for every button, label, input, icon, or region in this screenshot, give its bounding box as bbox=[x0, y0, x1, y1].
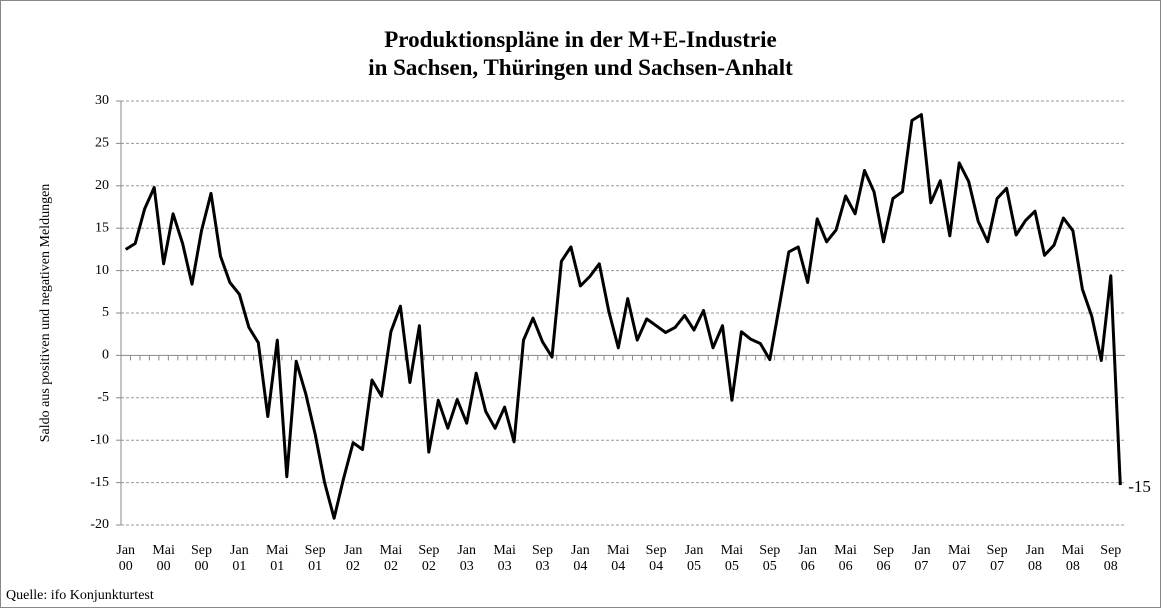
x-tick-label: Sep 06 bbox=[872, 543, 894, 574]
x-tick-label: Jan 00 bbox=[116, 543, 136, 574]
x-tick-label: Sep 08 bbox=[1100, 543, 1122, 574]
x-tick-label: Jan 01 bbox=[230, 543, 249, 574]
y-tick-label: -15 bbox=[90, 475, 109, 490]
x-tick-label: Mai 03 bbox=[493, 543, 516, 574]
x-tick-label: Jan 08 bbox=[1025, 543, 1045, 574]
x-tick-label: Jan 03 bbox=[457, 543, 477, 574]
y-tick-label: -10 bbox=[90, 432, 109, 447]
y-tick-label: 15 bbox=[95, 220, 109, 235]
y-tick-label: 0 bbox=[102, 348, 109, 363]
y-tick-label: -5 bbox=[97, 390, 109, 405]
x-tick-label: Mai 05 bbox=[720, 543, 744, 574]
x-tick-label: Mai 08 bbox=[1061, 543, 1085, 574]
x-tick-label: Sep 01 bbox=[304, 543, 326, 574]
data-line bbox=[124, 113, 1122, 520]
x-tick-label: Mai 02 bbox=[379, 543, 403, 574]
x-tick-label: Jan 06 bbox=[798, 543, 818, 574]
y-tick-label: -20 bbox=[90, 517, 109, 532]
x-tick-label: Jan 04 bbox=[571, 543, 590, 574]
y-tick-label: 25 bbox=[95, 136, 109, 151]
y-tick-label: 30 bbox=[95, 93, 109, 108]
y-axis-label: Saldo aus positiven und negativen Meldun… bbox=[38, 184, 53, 443]
x-tick-label: Mai 07 bbox=[947, 543, 971, 574]
x-tick-label: Sep 04 bbox=[645, 543, 667, 574]
x-tick-label: Jan 02 bbox=[343, 543, 363, 574]
x-tick-label: Mai 04 bbox=[606, 543, 630, 574]
x-tick-label: Sep 07 bbox=[986, 543, 1008, 574]
y-tick-label: 10 bbox=[95, 263, 109, 278]
x-tick-label: Jan 07 bbox=[912, 543, 931, 574]
x-tick-label: Sep 00 bbox=[191, 543, 212, 574]
x-tick-label: Mai 01 bbox=[266, 543, 289, 574]
data-label: -15 bbox=[1128, 477, 1151, 496]
x-tick-label: Sep 02 bbox=[418, 543, 440, 574]
x-tick-label: Mai 06 bbox=[834, 543, 857, 574]
y-tick-label: 20 bbox=[95, 178, 109, 193]
y-tick-label: 5 bbox=[102, 305, 109, 320]
chart-title: Produktionspläne in der M+E-Industrie in… bbox=[368, 27, 793, 80]
x-tick-label: Jan 05 bbox=[684, 543, 704, 574]
source-note: Quelle: ifo Konjunkturtest bbox=[6, 588, 154, 603]
x-tick-label: Sep 03 bbox=[531, 543, 553, 574]
x-tick-label: Mai 00 bbox=[152, 543, 175, 574]
x-tick-label: Sep 05 bbox=[759, 543, 781, 574]
